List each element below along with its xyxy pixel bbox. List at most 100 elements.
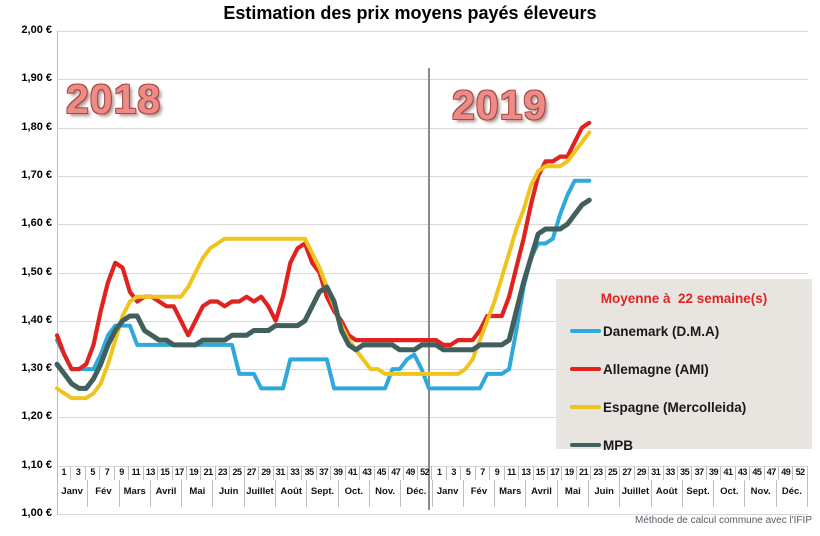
- week-tick-label: 29: [259, 466, 274, 480]
- x-axis-month-labels: Janv Fév Mars Avril Mai Juin Juillet Août Sept. O…: [57, 480, 809, 507]
- week-tick-label: 9: [490, 466, 505, 480]
- series-line-mpb: [54, 197, 592, 391]
- y-tick-label: 1,40 €: [21, 313, 52, 326]
- week-tick-label: 1: [57, 466, 72, 480]
- week-tick-label: 29: [635, 466, 650, 480]
- y-tick-label: 2,00 €: [21, 24, 52, 36]
- week-tick-label: 39: [331, 466, 346, 480]
- gridline: [57, 417, 808, 419]
- month-label: Déc.: [401, 480, 433, 507]
- month-label: Mai: [558, 480, 589, 507]
- legend-box: Moyenne à 22 semaine(s) Danemark (D.M.A)…: [556, 279, 812, 453]
- month-label: Sept.: [307, 480, 339, 507]
- year-month-group: Janv Fév Mars Avril Mai Juin Juillet Août Sept. O…: [57, 480, 433, 507]
- y-tick-label: 1,30 €: [21, 362, 52, 375]
- week-tick-label: 37: [692, 466, 707, 480]
- month-label: Oct.: [339, 480, 370, 507]
- week-tick-label: 52: [793, 466, 808, 480]
- y-tick-label: 1,80 €: [21, 120, 52, 133]
- week-tick-label: 45: [750, 466, 765, 480]
- gridline: [57, 175, 808, 177]
- month-label: Juin: [589, 480, 621, 507]
- month-label: Août: [276, 480, 308, 507]
- y-tick-label: 1,70 €: [21, 168, 52, 181]
- week-tick-label: 25: [230, 466, 245, 480]
- legend-line-swatch: [570, 329, 601, 333]
- month-label: Fév: [464, 480, 496, 507]
- gridline: [57, 320, 808, 322]
- legend-entry: Espagne (Mercolleida): [556, 388, 812, 426]
- week-tick-label: 39: [707, 466, 722, 480]
- month-label: Janv: [57, 480, 89, 507]
- gridline: [57, 79, 808, 81]
- year-month-group: Janv Fév Mars Avril Mai Juin Juillet Août Sept. O…: [433, 480, 809, 507]
- month-label: Fév: [88, 480, 120, 507]
- week-tick-label: 15: [158, 466, 173, 480]
- month-label: Mars: [495, 480, 527, 507]
- week-tick-label: 23: [591, 466, 606, 480]
- week-tick-label: 35: [678, 466, 693, 480]
- legend-line-swatch: [570, 405, 601, 409]
- footer-note: Méthode de calcul commune avec l'IFIP: [635, 515, 812, 526]
- week-tick-label: 52: [418, 466, 433, 480]
- legend-entry: MPB: [556, 426, 812, 464]
- y-tick-label: 1,90 €: [21, 72, 52, 85]
- y-tick-label: 1,00 €: [21, 507, 52, 519]
- week-tick-label: 11: [505, 466, 520, 480]
- week-tick-label: 15: [534, 466, 548, 480]
- series-line-espagne-mercolleida: [55, 130, 592, 401]
- week-tick-label: 47: [765, 466, 779, 480]
- week-tick-label: 25: [606, 466, 621, 480]
- week-tick-label: 5: [86, 466, 101, 480]
- gridline: [57, 369, 808, 371]
- legend-entries: Danemark (D.M.A) Allemagne (AMI) Espagne (…: [556, 312, 812, 464]
- year-label-2018: 2018: [66, 76, 162, 122]
- week-tick-label: 35: [302, 466, 317, 480]
- month-label: Janv: [433, 480, 464, 507]
- legend-label: Allemagne (AMI): [603, 361, 709, 377]
- week-tick-label: 1: [433, 466, 447, 480]
- month-label: Août: [652, 480, 683, 507]
- week-tick-label: 31: [649, 466, 664, 480]
- week-tick-label: 41: [346, 466, 361, 480]
- month-label: Oct.: [714, 480, 746, 507]
- week-tick-label: 21: [201, 466, 216, 480]
- legend-label: Espagne (Mercolleida): [603, 399, 747, 415]
- week-tick-label: 43: [360, 466, 375, 480]
- y-tick-label: 1,20 €: [21, 410, 52, 423]
- chart-title: Estimation des prix moyens payés éleveur…: [223, 3, 597, 23]
- x-axis-week-labels: 1 3 5 7 9 11 13 15 17 19 21 23 25 27 29 31 33 35 37 39 41 43 4…: [57, 466, 808, 480]
- gridline: [57, 465, 808, 467]
- month-label: Nov.: [370, 480, 402, 507]
- week-tick-label: 19: [187, 466, 202, 480]
- gridline: [57, 514, 808, 515]
- legend-entry: Danemark (D.M.A): [556, 312, 812, 350]
- week-tick-label: 31: [274, 466, 288, 480]
- legend-label: MPB: [603, 437, 633, 453]
- week-tick-label: 49: [779, 466, 794, 480]
- week-tick-label: 33: [664, 466, 678, 480]
- month-label: Déc.: [777, 480, 809, 507]
- month-label: Sept.: [683, 480, 715, 507]
- month-label: Avril: [526, 480, 558, 507]
- gridline: [57, 127, 808, 129]
- week-tick-label: 17: [548, 466, 563, 480]
- week-tick-label: 7: [476, 466, 491, 480]
- week-tick-label: 37: [317, 466, 332, 480]
- week-tick-label: 3: [71, 466, 86, 480]
- month-label: Juillet: [620, 480, 652, 507]
- week-tick-label: 9: [115, 466, 130, 480]
- week-tick-label: 45: [375, 466, 390, 480]
- week-tick-label: 47: [389, 466, 404, 480]
- week-tick-label: 7: [100, 466, 115, 480]
- legend-line-swatch: [570, 443, 601, 447]
- gridline: [57, 31, 808, 32]
- legend-line-swatch: [570, 367, 601, 371]
- month-label: Avril: [151, 480, 183, 507]
- y-axis-line: [57, 31, 58, 514]
- month-label: Mars: [120, 480, 151, 507]
- year-separator-line: [428, 68, 430, 510]
- gridline: [57, 272, 808, 274]
- year-week-group: 1 3 5 7 9 11 13 15 17 19 21 23 25 27 29 31 33 35 37 39 41 43 4…: [433, 466, 809, 480]
